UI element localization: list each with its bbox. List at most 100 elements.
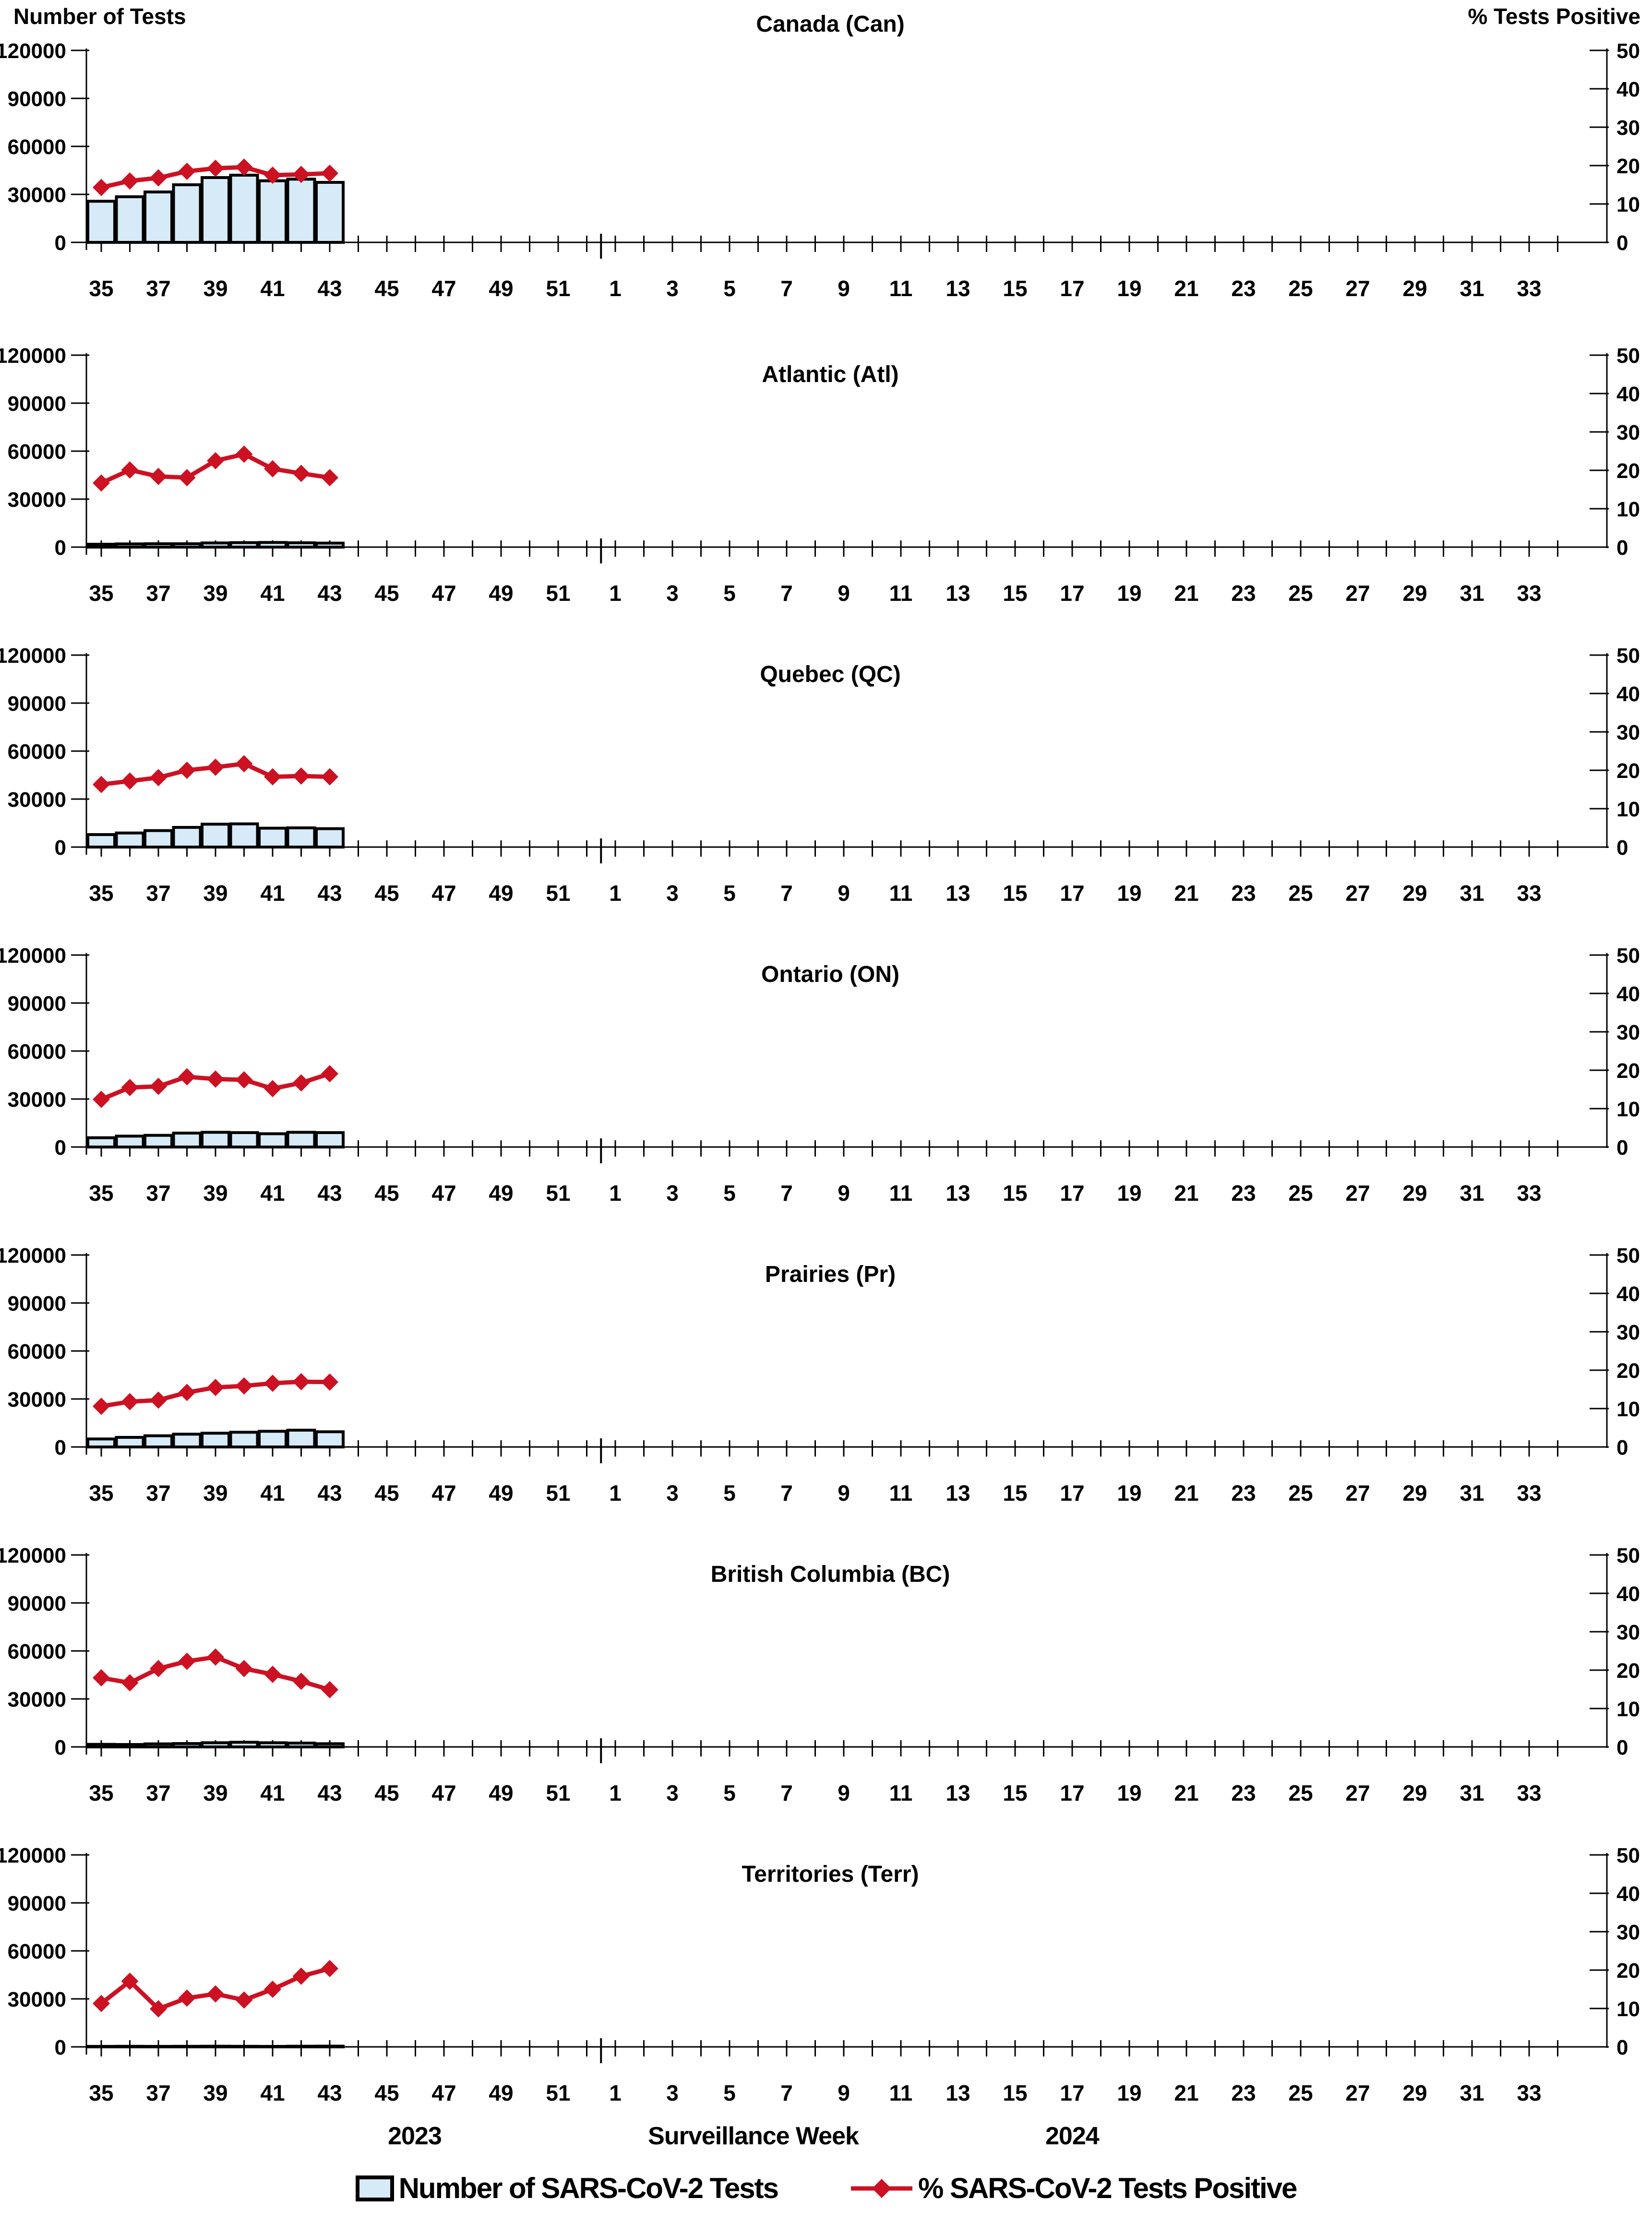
x-week-label: 45 [374, 2080, 399, 2105]
x-week-label: 31 [1460, 276, 1484, 301]
tests-bar-wk41 [258, 179, 287, 244]
x-week-label: 33 [1517, 881, 1541, 906]
x-week-label: 23 [1231, 581, 1256, 606]
pct-marker-wk36 [121, 1674, 139, 1692]
x-week-label: 13 [946, 1181, 970, 1206]
y-right-tick-label: 50 [1616, 644, 1640, 668]
y-right-tick-label: 20 [1616, 1659, 1640, 1683]
y-left-tick-label: 30000 [8, 488, 66, 512]
tests-bar-wk36 [115, 542, 145, 549]
y-left-tick-label: 0 [55, 1436, 66, 1459]
tests-bar-wk37 [144, 191, 173, 244]
x-week-label: 29 [1402, 881, 1427, 906]
x-week-label: 51 [546, 1481, 570, 1506]
pct-marker-wk43 [321, 469, 338, 487]
x-week-label: 41 [260, 881, 285, 906]
tests-bar-wk38 [172, 826, 202, 849]
x-week-label: 25 [1288, 2080, 1313, 2105]
pct-marker-wk35 [93, 1669, 110, 1686]
x-week-label: 7 [780, 2080, 793, 2105]
y-right-tick-label: 40 [1616, 982, 1640, 1006]
x-week-label: 7 [780, 581, 793, 606]
x-week-label: 39 [203, 276, 227, 301]
x-week-label: 15 [1003, 276, 1027, 301]
y-left-tick-label: 120000 [0, 644, 66, 668]
pct-marker-wk41 [264, 1665, 281, 1683]
x-week-label: 47 [431, 1781, 456, 1805]
x-week-label: 49 [489, 1781, 513, 1805]
pct-marker-wk42 [292, 1967, 310, 1985]
x-week-label: 15 [1003, 1481, 1027, 1506]
tests-bar-wk40 [229, 2044, 259, 2049]
x-week-label: 17 [1060, 276, 1084, 301]
y-right-tick-label: 50 [1616, 1844, 1640, 1867]
x-week-label: 33 [1517, 1181, 1541, 1206]
x-week-label: 21 [1174, 1781, 1198, 1805]
panel-title: British Columbia (BC) [711, 1562, 950, 1587]
tests-bar-wk37 [144, 829, 173, 849]
x-week-label: 11 [889, 581, 913, 606]
x-week-label: 15 [1003, 581, 1027, 606]
pct-marker-wk38 [178, 1989, 196, 2007]
x-week-label: 17 [1060, 581, 1084, 606]
x-week-label: 47 [431, 276, 456, 301]
x-week-label: 21 [1174, 881, 1198, 906]
pct-marker-wk36 [121, 1972, 139, 1990]
pct-marker-wk41 [264, 1981, 281, 1998]
x-week-label: 3 [666, 1181, 679, 1206]
x-axis-footer: 2023 Surveillance Week 2024 [0, 2117, 1652, 2158]
x-week-label: 19 [1117, 276, 1141, 301]
pct-marker-wk37 [150, 1391, 167, 1409]
y-left-tick-label: 120000 [0, 1544, 66, 1567]
x-week-label: 17 [1060, 1481, 1084, 1506]
x-week-label: 1 [609, 1481, 622, 1506]
y-right-tick-label: 0 [1616, 1736, 1628, 1759]
x-week-label: 7 [780, 1781, 793, 1805]
tests-bar-wk40 [229, 541, 259, 549]
x-week-label: 19 [1117, 2080, 1141, 2105]
y-right-tick-label: 0 [1616, 536, 1628, 560]
y-left-tick-label: 120000 [0, 944, 66, 968]
x-week-label: 45 [374, 276, 399, 301]
pct-marker-wk39 [207, 1070, 224, 1088]
x-week-label: 15 [1003, 1181, 1027, 1206]
y-right-tick-label: 0 [1616, 1136, 1628, 1159]
x-week-label: 37 [146, 881, 170, 906]
x-week-label: 5 [723, 276, 736, 301]
y-right-tick-label: 0 [1616, 231, 1628, 255]
x-week-label: 35 [89, 1181, 113, 1206]
pct-marker-wk35 [93, 474, 110, 492]
pct-marker-wk36 [121, 1079, 139, 1096]
x-week-label: 29 [1402, 276, 1427, 301]
x-week-label: 35 [89, 276, 113, 301]
x-week-label: 37 [146, 1781, 170, 1805]
y-right-tick-label: 40 [1616, 1882, 1640, 1906]
pct-marker-wk37 [150, 1660, 167, 1677]
pct-marker-wk37 [150, 2000, 167, 2018]
x-week-label: 3 [666, 1781, 679, 1805]
pct-marker-wk37 [150, 769, 167, 787]
x-week-label: 7 [780, 276, 793, 301]
tests-bar-wk41 [258, 541, 287, 549]
x-week-label: 43 [317, 881, 342, 906]
right-axis-header: % Tests Positive [1468, 4, 1640, 29]
x-week-label: 51 [546, 1181, 570, 1206]
pct-marker-wk35 [93, 1090, 110, 1108]
x-week-label: 11 [889, 2080, 913, 2105]
x-week-label: 35 [89, 1781, 113, 1805]
panel-title: Atlantic (Atl) [762, 362, 898, 387]
x-week-label: 1 [609, 276, 622, 301]
y-left-tick-label: 0 [55, 231, 66, 255]
x-week-label: 17 [1060, 1781, 1084, 1805]
x-week-label: 27 [1345, 1481, 1370, 1506]
pct-marker-wk39 [207, 1985, 224, 2003]
x-week-label: 19 [1117, 1481, 1141, 1506]
x-week-label: 29 [1402, 1181, 1427, 1206]
pct-marker-wk41 [264, 1080, 281, 1098]
tests-bar-wk39 [201, 2044, 230, 2048]
y-left-tick-label: 90000 [8, 1892, 66, 1915]
tests-bar-wk39 [201, 1432, 230, 1449]
tests-bar-wk43 [315, 541, 345, 549]
y-right-tick-label: 30 [1616, 1621, 1640, 1644]
